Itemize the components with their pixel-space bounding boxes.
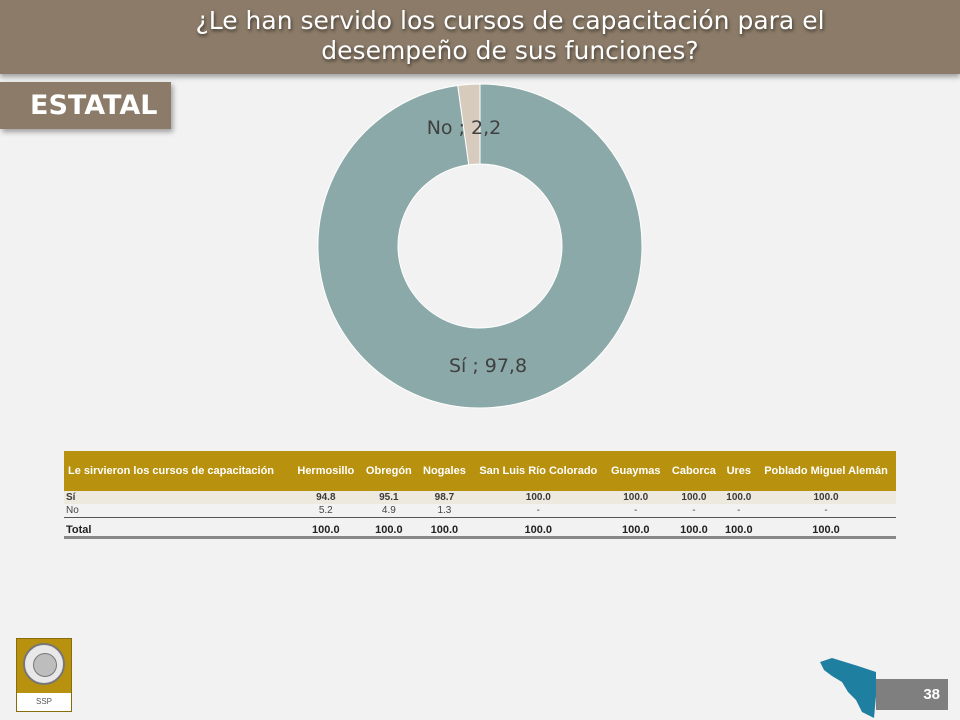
table-header-san-luis: San Luis Río Colorado bbox=[471, 451, 606, 491]
data-label-si: Sí ; 97,8 bbox=[449, 355, 527, 377]
table-header-caborca: Caborca bbox=[666, 451, 722, 491]
table-row-no: No 5.2 4.9 1.3 - - - - - bbox=[64, 504, 896, 518]
data-label-no: No ; 2,2 bbox=[427, 117, 502, 139]
row-label: Sí bbox=[64, 491, 292, 504]
table-cell: 100.0 bbox=[417, 517, 472, 539]
table-cell: 100.0 bbox=[721, 517, 757, 539]
page-number: 38 bbox=[923, 686, 940, 703]
table-cell: 100.0 bbox=[756, 517, 896, 539]
table-header-hermosillo: Hermosillo bbox=[291, 451, 361, 491]
region-label: ESTATAL bbox=[0, 82, 171, 129]
table-cell: 100.0 bbox=[666, 491, 722, 504]
table-cell: 1.3 bbox=[417, 504, 472, 518]
table-row-total: Total 100.0 100.0 100.0 100.0 100.0 100.… bbox=[64, 517, 896, 539]
table-cell: - bbox=[605, 504, 667, 518]
table-cell: 98.7 bbox=[417, 491, 472, 504]
data-table: Le sirvieron los cursos de capacitación … bbox=[64, 451, 896, 539]
table-cell: - bbox=[666, 504, 722, 518]
table-cell: 100.0 bbox=[291, 517, 361, 539]
table-header-ures: Ures bbox=[721, 451, 757, 491]
table-header-obregon: Obregón bbox=[360, 451, 418, 491]
table-cell: 100.0 bbox=[471, 491, 606, 504]
table-cell: 4.9 bbox=[360, 504, 418, 518]
table-cell: 100.0 bbox=[721, 491, 757, 504]
table-cell: 5.2 bbox=[291, 504, 361, 518]
table-header-label: Le sirvieron los cursos de capacitación bbox=[64, 451, 292, 491]
table-header-poblado: Poblado Miguel Alemán bbox=[756, 451, 896, 491]
table-cell: - bbox=[721, 504, 757, 518]
table-cell: 100.0 bbox=[666, 517, 722, 539]
title-bar: ¿Le han servido los cursos de capacitaci… bbox=[0, 0, 960, 74]
slice-si bbox=[317, 83, 643, 409]
table-cell: 100.0 bbox=[756, 491, 896, 504]
table-cell: 100.0 bbox=[471, 517, 606, 539]
sonora-map-icon bbox=[820, 658, 876, 718]
table-cell: - bbox=[756, 504, 896, 518]
table-cell: 94.8 bbox=[291, 491, 361, 504]
page-title: ¿Le han servido los cursos de capacitaci… bbox=[195, 6, 825, 65]
table-cell: 95.1 bbox=[360, 491, 418, 504]
logo-label: SSP bbox=[17, 693, 71, 711]
table-cell: 100.0 bbox=[605, 491, 667, 504]
table-row-si: Sí 94.8 95.1 98.7 100.0 100.0 100.0 100.… bbox=[64, 491, 896, 504]
seal-icon bbox=[23, 643, 65, 685]
table-cell: 100.0 bbox=[360, 517, 418, 539]
table-header-row: Le sirvieron los cursos de capacitación … bbox=[64, 451, 896, 491]
table-cell: - bbox=[471, 504, 606, 518]
table-header-guaymas: Guaymas bbox=[605, 451, 667, 491]
row-label: No bbox=[64, 504, 292, 518]
ssp-logo: SSP bbox=[16, 638, 72, 712]
table-header-nogales: Nogales bbox=[417, 451, 472, 491]
row-label: Total bbox=[64, 517, 292, 539]
table-cell: 100.0 bbox=[605, 517, 667, 539]
page-number-badge: 38 bbox=[876, 679, 948, 710]
